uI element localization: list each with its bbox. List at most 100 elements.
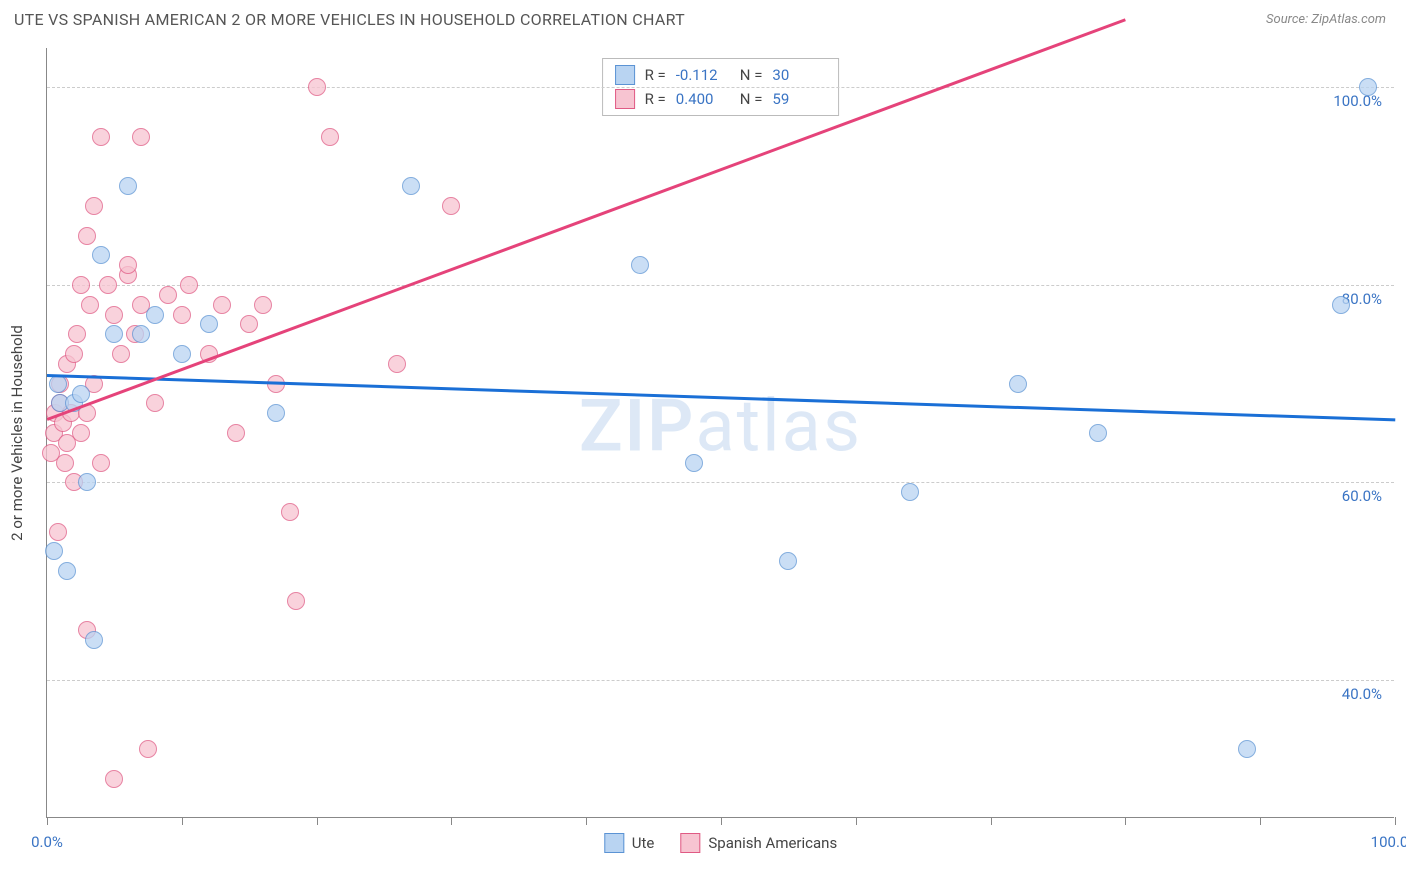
trendline-series1 [47, 374, 1395, 421]
y-tick-label: 40.0% [1342, 685, 1382, 703]
scatter-point-series1 [267, 404, 285, 422]
scatter-point-series1 [200, 315, 218, 333]
x-tick [317, 817, 318, 825]
scatter-point-series1 [1009, 375, 1027, 393]
legend-swatch-series2 [680, 833, 700, 853]
scatter-point-series2 [281, 503, 299, 521]
source-label: Source: ZipAtlas.com [1266, 12, 1386, 27]
stat-n-value-1: 30 [772, 66, 826, 84]
x-tick [1125, 817, 1126, 825]
scatter-point-series1 [1359, 78, 1377, 96]
scatter-point-series2 [287, 592, 305, 610]
scatter-point-series1 [119, 177, 137, 195]
x-tick [586, 817, 587, 825]
stats-row-series1: R = -0.112 N = 30 [615, 63, 827, 87]
scatter-point-series2 [254, 296, 272, 314]
scatter-point-series2 [99, 276, 117, 294]
stat-r-value-2: 0.400 [676, 90, 730, 108]
legend-swatch-series1 [604, 833, 624, 853]
scatter-point-series2 [321, 128, 339, 146]
scatter-point-series2 [65, 345, 83, 363]
scatter-point-series1 [402, 177, 420, 195]
scatter-point-series2 [92, 454, 110, 472]
scatter-point-series2 [139, 740, 157, 758]
legend-item-series1: Ute [604, 833, 655, 853]
scatter-point-series2 [105, 770, 123, 788]
scatter-point-series2 [72, 276, 90, 294]
scatter-point-series2 [105, 306, 123, 324]
x-tick-label: 0.0% [31, 833, 63, 851]
scatter-point-series2 [49, 523, 67, 541]
stat-n-label-2: N = [740, 90, 763, 108]
scatter-point-series2 [227, 424, 245, 442]
y-tick-label: 100.0% [1333, 92, 1382, 110]
scatter-point-series1 [901, 483, 919, 501]
scatter-point-series2 [442, 197, 460, 215]
scatter-point-series1 [631, 256, 649, 274]
scatter-point-series2 [68, 325, 86, 343]
legend-item-series2: Spanish Americans [680, 833, 837, 853]
x-tick [856, 817, 857, 825]
scatter-point-series1 [105, 325, 123, 343]
x-tick [1395, 817, 1396, 825]
scatter-point-series2 [119, 256, 137, 274]
scatter-point-series2 [173, 306, 191, 324]
scatter-point-series2 [112, 345, 130, 363]
chart-title: UTE VS SPANISH AMERICAN 2 OR MORE VEHICL… [14, 10, 685, 29]
scatter-point-series2 [56, 454, 74, 472]
gridline-h [47, 680, 1394, 681]
plot-area: ZIPatlas R = -0.112 N = 30 R = 0.400 N =… [46, 48, 1394, 818]
stat-r-value-1: -0.112 [676, 66, 730, 84]
gridline-h [47, 482, 1394, 483]
scatter-point-series2 [159, 286, 177, 304]
x-tick [1260, 817, 1261, 825]
scatter-point-series2 [240, 315, 258, 333]
scatter-point-series1 [78, 473, 96, 491]
scatter-point-series1 [72, 385, 90, 403]
scatter-point-series2 [85, 197, 103, 215]
scatter-point-series2 [180, 276, 198, 294]
scatter-point-series1 [685, 454, 703, 472]
scatter-point-series1 [1238, 740, 1256, 758]
stats-row-series2: R = 0.400 N = 59 [615, 87, 827, 111]
scatter-point-series2 [388, 355, 406, 373]
stat-n-value-2: 59 [772, 90, 826, 108]
scatter-point-series2 [146, 394, 164, 412]
scatter-point-series1 [146, 306, 164, 324]
legend-label-series1: Ute [632, 834, 655, 852]
scatter-point-series1 [45, 542, 63, 560]
x-tick [451, 817, 452, 825]
y-axis-label: 2 or more Vehicles in Household [8, 325, 26, 541]
x-tick-label: 100.0% [1371, 833, 1406, 851]
gridline-h [47, 285, 1394, 286]
trendline-series2 [47, 18, 1126, 420]
scatter-point-series2 [132, 128, 150, 146]
x-tick [47, 817, 48, 825]
x-tick [991, 817, 992, 825]
scatter-point-series2 [213, 296, 231, 314]
scatter-point-series2 [92, 128, 110, 146]
scatter-point-series1 [132, 325, 150, 343]
scatter-point-series2 [72, 424, 90, 442]
legend-label-series2: Spanish Americans [708, 834, 837, 852]
scatter-point-series2 [81, 296, 99, 314]
scatter-point-series1 [49, 375, 67, 393]
scatter-point-series1 [173, 345, 191, 363]
scatter-point-series1 [58, 562, 76, 580]
scatter-point-series1 [1089, 424, 1107, 442]
swatch-series1 [615, 65, 635, 85]
scatter-point-series1 [779, 552, 797, 570]
plot-canvas: ZIPatlas R = -0.112 N = 30 R = 0.400 N =… [46, 48, 1394, 818]
legend-bottom: Ute Spanish Americans [604, 833, 837, 853]
stat-r-label-1: R = [645, 66, 666, 84]
y-tick-label: 60.0% [1342, 487, 1382, 505]
scatter-point-series1 [92, 246, 110, 264]
stat-n-label-1: N = [740, 66, 763, 84]
swatch-series2 [615, 89, 635, 109]
scatter-point-series1 [85, 631, 103, 649]
x-tick [721, 817, 722, 825]
scatter-point-series1 [1332, 296, 1350, 314]
gridline-h [47, 87, 1394, 88]
scatter-point-series2 [308, 78, 326, 96]
stat-r-label-2: R = [645, 90, 666, 108]
